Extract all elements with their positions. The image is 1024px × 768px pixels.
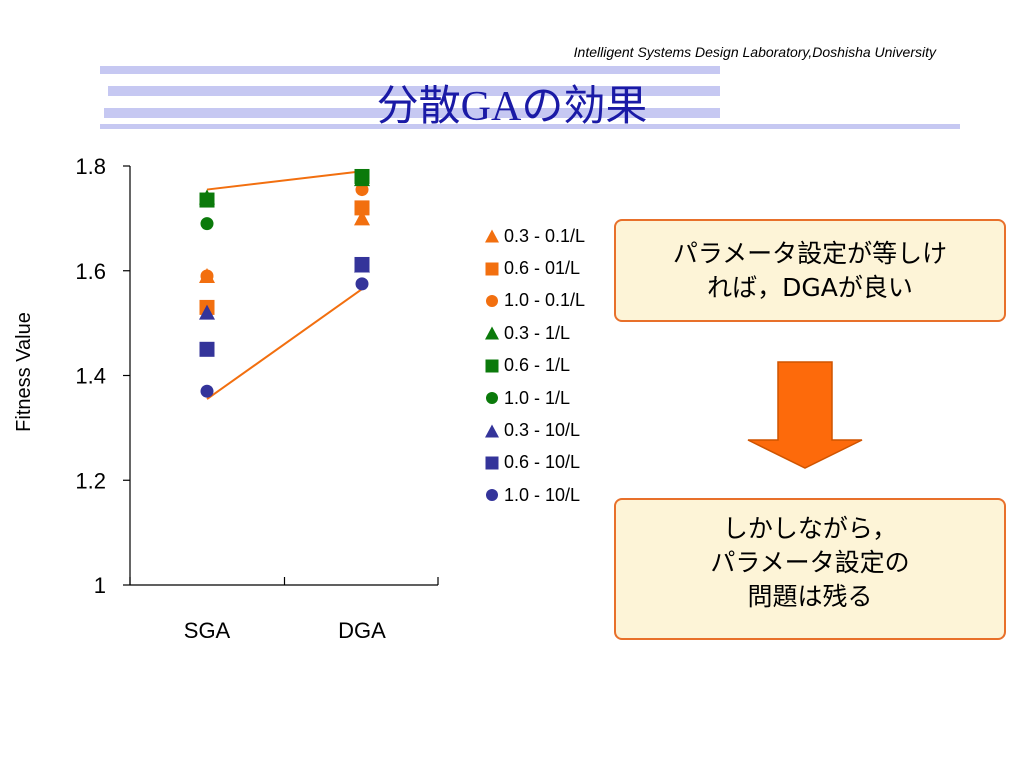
legend-item: 0.6 - 1/L xyxy=(484,350,585,382)
y-tick-label: 1.2 xyxy=(75,468,106,493)
data-point-square xyxy=(199,192,215,208)
callout-top: パラメータ設定が等しけ れば，DGAが良い xyxy=(614,219,1006,322)
slide-title: 分散GAの効果 xyxy=(376,84,648,130)
title-stripes xyxy=(100,66,960,129)
data-point-circle xyxy=(355,277,369,291)
legend-label: 1.0 - 10/L xyxy=(504,484,581,505)
circle-icon xyxy=(486,392,498,405)
legend-label: 0.3 - 0.1/L xyxy=(504,225,586,246)
legend-item: 1.0 - 0.1/L xyxy=(484,285,585,317)
triangle-icon xyxy=(485,326,499,340)
triangle-icon xyxy=(485,229,499,243)
data-point-square xyxy=(354,256,370,272)
y-axis-label: Fitness Value xyxy=(13,312,35,432)
trend-line xyxy=(206,288,363,400)
data-point-triangle xyxy=(354,210,370,226)
callout-top-line-2: れば，DGAが良い xyxy=(707,273,913,302)
y-tick-label: 1.6 xyxy=(75,259,106,284)
legend-item: 1.0 - 1/L xyxy=(484,382,585,414)
legend-label: 1.0 - 1/L xyxy=(504,387,571,408)
callout-bottom: しかしながら， パラメータ設定の 問題は残る xyxy=(614,498,1006,640)
triangle-icon xyxy=(485,424,499,438)
legend-item: 0.3 - 10/L xyxy=(484,414,585,446)
square-icon xyxy=(485,456,499,470)
lab-name: Intelligent Systems Design Laboratory,Do… xyxy=(573,44,936,60)
legend-label: 0.6 - 10/L xyxy=(504,452,581,473)
y-tick-label: 1.4 xyxy=(75,364,106,389)
data-point-circle xyxy=(200,269,214,283)
data-point-triangle xyxy=(199,304,215,320)
data-point-circle xyxy=(355,183,369,197)
legend-label: 1.0 - 0.1/L xyxy=(504,290,586,311)
legend-label: 0.6 - 1/L xyxy=(504,355,571,376)
y-tick-label: 1.8 xyxy=(75,154,106,179)
data-point-circle xyxy=(200,217,214,231)
legend-item: 0.3 - 0.1/L xyxy=(484,220,585,252)
callout-top-line-1: パラメータ設定が等しけ xyxy=(672,239,948,268)
legend-item: 0.6 - 01/L xyxy=(484,252,585,284)
legend-item: 0.3 - 1/L xyxy=(484,317,585,349)
x-tick-label: DGA xyxy=(338,618,386,643)
y-tick-label: 1 xyxy=(94,573,106,598)
callout-bottom-line-1: しかしながら， xyxy=(722,514,898,543)
down-arrow-icon xyxy=(747,361,863,469)
square-icon xyxy=(485,359,499,373)
legend-item: 0.6 - 10/L xyxy=(484,447,585,479)
legend-label: 0.3 - 1/L xyxy=(504,322,571,343)
legend-label: 0.3 - 10/L xyxy=(504,420,581,441)
legend-label: 0.6 - 01/L xyxy=(504,258,581,279)
data-point-circle xyxy=(200,384,214,398)
data-point-square xyxy=(199,341,215,357)
data-point-square xyxy=(354,200,370,216)
circle-icon xyxy=(486,489,498,502)
circle-icon xyxy=(486,294,498,307)
callout-bottom-line-2: パラメータ設定の xyxy=(710,548,910,577)
callout-bottom-line-3: 問題は残る xyxy=(747,582,873,611)
square-icon xyxy=(485,262,499,276)
x-tick-label: SGA xyxy=(184,618,231,643)
data-point-circle xyxy=(355,169,369,183)
legend-item: 1.0 - 10/L xyxy=(484,479,585,511)
chart-legend: 0.3 - 0.1/L 0.6 - 01/L 1.0 - 0.1/L 0.3 - 1/… xyxy=(484,220,585,512)
trend-line xyxy=(206,170,363,191)
